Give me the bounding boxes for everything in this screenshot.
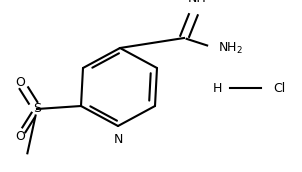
Text: H: H [213,82,222,94]
Text: N: N [113,133,123,146]
Text: S: S [33,103,41,116]
Text: O: O [15,130,25,142]
Text: O: O [15,76,25,89]
Text: NH: NH [188,0,207,6]
Text: Cl: Cl [273,82,285,94]
Text: NH$_2$: NH$_2$ [218,40,243,56]
